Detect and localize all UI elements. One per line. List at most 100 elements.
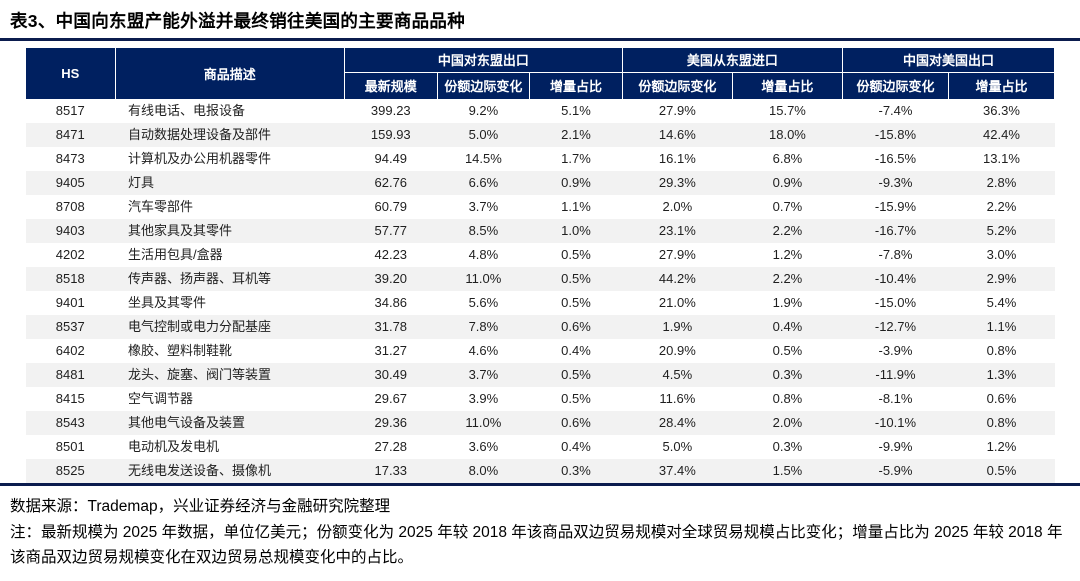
value-cell: 94.49 xyxy=(374,151,408,167)
value-cell: 1.2% xyxy=(772,247,803,263)
col-header-increment-share-3: 增量占比 xyxy=(947,71,1056,100)
value-cell: 2.2% xyxy=(986,199,1017,215)
value-cell: 0.4% xyxy=(561,439,591,455)
value-cell: 0.6% xyxy=(561,415,591,431)
table-row: 8471 自动数据处理设备及部件 159.93 5.0% 2.1% 14.6% 18.0% -… xyxy=(25,123,1055,147)
value-cell: 29.36 xyxy=(374,415,408,431)
value-cell: -11.9% xyxy=(875,367,916,383)
value-cell: 3.7% xyxy=(468,367,499,383)
header-sub-row: 最新规模 份额边际变化 增量占比 份额边际变化 增量占比 份额边际变化 增量占比 xyxy=(26,71,1056,100)
table-row: 8518 传声器、扬声器、耳机等 39.20 11.0% 0.5% 44.2% 2.2% -1… xyxy=(25,267,1055,291)
value-cell: -10.4% xyxy=(874,271,917,287)
col-header-desc: 商品描述 xyxy=(114,46,345,100)
desc-cell: 其他电气设备及装置 xyxy=(128,415,246,431)
value-cell: 5.1% xyxy=(561,103,591,119)
hs-cell: 4202 xyxy=(55,247,85,263)
hs-cell: 6402 xyxy=(55,343,85,359)
table-row: 9403 其他家具及其零件 57.77 8.5% 1.0% 23.1% 2.2% -16.7%… xyxy=(25,219,1055,243)
value-cell: 5.0% xyxy=(662,439,693,455)
col-header-latest-scale: 最新规模 xyxy=(343,71,438,100)
value-cell: 2.0% xyxy=(662,199,693,215)
value-cell: 3.9% xyxy=(468,391,499,407)
value-cell: 2.0% xyxy=(772,415,803,431)
value-cell: 16.1% xyxy=(658,151,696,167)
value-cell: 3.7% xyxy=(468,199,499,215)
value-cell: -8.1% xyxy=(878,391,913,407)
value-cell: 2.2% xyxy=(772,223,803,239)
desc-cell: 龙头、旋塞、阀门等装置 xyxy=(128,367,272,383)
value-cell: -15.8% xyxy=(874,127,917,143)
value-cell: 0.5% xyxy=(561,391,591,407)
desc-cell: 有线电话、电报设备 xyxy=(128,103,246,119)
table-header: HS 商品描述 中国对东盟出口 美国从东盟进口 中国对美国出口 最新规模 份额边… xyxy=(25,46,1056,100)
value-cell: 0.5% xyxy=(772,343,803,359)
desc-cell: 无线电发送设备、摄像机 xyxy=(128,463,272,479)
data-source-line: 数据来源：Trademap，兴业证券经济与金融研究院整理 xyxy=(10,497,391,515)
value-cell: 60.79 xyxy=(374,199,408,215)
table-row: 8473 计算机及办公用机器零件 94.49 14.5% 1.7% 16.1% 6.8% -1… xyxy=(26,147,1055,171)
value-cell: -7.4% xyxy=(878,103,913,119)
value-cell: 0.5% xyxy=(561,367,591,383)
desc-cell: 坐具及其零件 xyxy=(128,295,207,311)
value-cell: 0.8% xyxy=(986,343,1017,359)
col-header-increment-share-2: 增量占比 xyxy=(731,71,843,100)
value-cell: 31.78 xyxy=(374,319,408,335)
desc-cell: 其他家具及其零件 xyxy=(128,223,233,239)
table-row: 8543 其他电气设备及装置 29.36 11.0% 0.6% 28.4% 2.0% -10.… xyxy=(25,411,1055,435)
value-cell: 17.33 xyxy=(374,463,408,479)
value-cell: 159.93 xyxy=(370,127,411,143)
hs-cell: 8517 xyxy=(55,103,85,119)
value-cell: 2.8% xyxy=(986,175,1017,191)
hs-cell: 8471 xyxy=(55,127,85,143)
value-cell: 1.9% xyxy=(662,319,693,335)
col-header-increment-share-1: 增量占比 xyxy=(529,71,623,100)
value-cell: -15.0% xyxy=(874,295,917,311)
value-cell: -16.5% xyxy=(874,151,917,167)
value-cell: 1.3% xyxy=(986,367,1017,383)
hs-cell: 8473 xyxy=(55,151,85,167)
value-cell: 0.9% xyxy=(561,175,591,191)
value-cell: 4.5% xyxy=(662,367,693,383)
value-cell: 0.4% xyxy=(561,343,591,359)
value-cell: 36.3% xyxy=(983,103,1020,119)
value-cell: 6.8% xyxy=(772,151,803,167)
value-cell: 8.0% xyxy=(468,463,499,479)
value-cell: 18.0% xyxy=(769,127,806,143)
col-header-share-change-3: 份额边际变化 xyxy=(841,71,949,100)
commodity-trade-table: HS 商品描述 中国对东盟出口 美国从东盟进口 中国对美国出口 最新规模 份额边… xyxy=(25,46,1056,483)
value-cell: 1.1% xyxy=(561,199,591,215)
value-cell: 34.86 xyxy=(374,295,408,311)
value-cell: 2.9% xyxy=(986,271,1017,287)
table-row: 8415 空气调节器 29.67 3.9% 0.5% 11.6% 0.8% -8.1% 0.6% xyxy=(26,387,1055,411)
value-cell: 9.2% xyxy=(468,103,499,119)
group-header-china-to-us: 中国对美国出口 xyxy=(841,46,1056,73)
value-cell: 11.0% xyxy=(465,415,502,431)
value-cell: 11.0% xyxy=(465,271,502,287)
value-cell: 42.4% xyxy=(983,127,1020,143)
value-cell: 0.4% xyxy=(772,319,803,335)
value-cell: -7.8% xyxy=(878,247,913,263)
group-header-us-from-asean: 美国从东盟进口 xyxy=(621,46,843,73)
value-cell: 27.28 xyxy=(374,439,408,455)
value-cell: 37.4% xyxy=(658,463,696,479)
footer: 数据来源：Trademap，兴业证券经济与金融研究院整理 注：最新规模为 202… xyxy=(0,486,1080,570)
value-cell: 0.5% xyxy=(561,247,591,263)
value-cell: 29.3% xyxy=(658,175,696,191)
value-cell: 4.8% xyxy=(468,247,499,263)
desc-cell: 空气调节器 xyxy=(128,391,194,407)
value-cell: 1.2% xyxy=(986,439,1017,455)
value-cell: 7.8% xyxy=(468,319,499,335)
value-cell: 0.9% xyxy=(772,175,803,191)
value-cell: -10.1% xyxy=(874,415,917,431)
value-cell: 27.9% xyxy=(658,247,696,263)
table-row: 8481 龙头、旋塞、阀门等装置 30.49 3.7% 0.5% 4.5% 0.3% -11.… xyxy=(25,363,1055,387)
table-row: 9405 灯具 62.76 6.6% 0.9% 29.3% 0.9% -9.3% 2.8% xyxy=(25,171,1055,195)
value-cell: 0.3% xyxy=(772,367,803,383)
value-cell: 27.9% xyxy=(658,103,696,119)
value-cell: 3.0% xyxy=(986,247,1017,263)
hs-cell: 8518 xyxy=(55,271,85,287)
value-cell: 1.0% xyxy=(561,223,591,239)
hs-cell: 8415 xyxy=(55,391,85,407)
value-cell: 20.9% xyxy=(658,343,696,359)
